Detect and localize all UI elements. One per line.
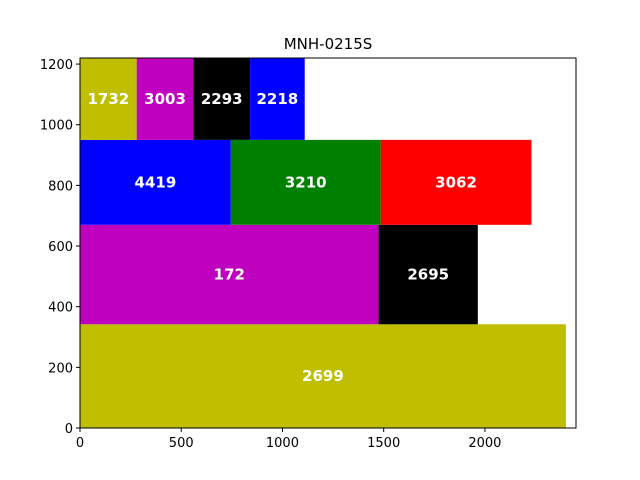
rectangle-label-2: 2695 <box>407 266 449 284</box>
rectangle-5 <box>380 139 532 225</box>
x-tick-label-4: 2000 <box>468 436 501 451</box>
rectangle-label-0: 2699 <box>302 367 344 385</box>
rectangle-label-7: 3003 <box>144 90 186 108</box>
rectangle-label-1: 172 <box>214 266 245 284</box>
rectangle-label-9: 2218 <box>257 90 299 108</box>
y-tick-label-1: 200 <box>48 361 73 376</box>
rectangle-0 <box>80 324 566 428</box>
y-tick-label-6: 1200 <box>40 58 73 73</box>
rectangles-layer: 2699 172 2695 4419 3210 3062 1732 3003 2293 2218 <box>80 58 566 428</box>
y-tick-label-3: 600 <box>48 240 73 255</box>
rectangle-6 <box>80 58 137 140</box>
x-tick-label-3: 1500 <box>367 436 400 451</box>
y-tick-label-2: 400 <box>48 301 73 316</box>
x-tick-label-2: 1000 <box>266 436 299 451</box>
rectangle-label-6: 1732 <box>87 90 129 108</box>
rectangle-2 <box>378 224 478 325</box>
y-tick-label-0: 0 <box>65 422 73 437</box>
rectangle-7 <box>136 58 194 140</box>
plot-frame <box>79 57 577 429</box>
rectangle-label-8: 2293 <box>201 90 243 108</box>
y-tick-label-5: 1000 <box>40 119 73 134</box>
rectangle-4 <box>230 139 381 225</box>
rectangle-8 <box>193 58 251 140</box>
x-tick-label-0: 0 <box>76 436 84 451</box>
x-tick-label-1: 500 <box>169 436 194 451</box>
rectangle-label-5: 3062 <box>435 173 477 191</box>
rectangle-9 <box>250 58 305 140</box>
rectangle-1 <box>80 224 379 325</box>
chart-title: MNH-0215S <box>284 35 373 53</box>
rectangle-label-3: 4419 <box>135 173 177 191</box>
ticks-layer: 0 500 1000 1500 2000 0 200 400 600 800 1000 1200 <box>40 58 502 451</box>
rectangle-label-4: 3210 <box>285 173 327 191</box>
y-tick-label-4: 800 <box>48 179 73 194</box>
rectangle-3 <box>80 139 231 225</box>
